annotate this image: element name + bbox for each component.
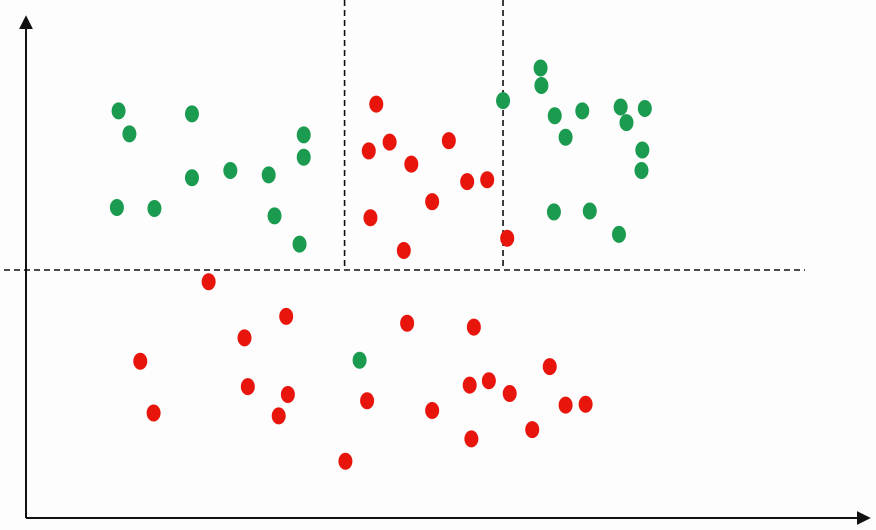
red-point-19 xyxy=(280,385,295,403)
red-point-2 xyxy=(382,133,397,151)
green-point-21 xyxy=(619,114,634,132)
green-point-8 xyxy=(261,166,276,184)
red-point-28 xyxy=(464,430,479,448)
red-point-20 xyxy=(146,404,161,422)
green-point-26 xyxy=(582,202,597,220)
red-point-29 xyxy=(558,396,573,414)
red-point-8 xyxy=(480,171,495,189)
green-point-11 xyxy=(296,148,311,166)
red-point-18 xyxy=(240,378,255,396)
red-point-23 xyxy=(462,376,477,394)
red-point-13 xyxy=(279,307,294,325)
red-point-31 xyxy=(578,395,593,413)
green-point-23 xyxy=(635,141,650,159)
red-point-9 xyxy=(363,209,378,227)
red-point-14 xyxy=(237,329,252,347)
green-point-2 xyxy=(122,125,137,143)
green-point-16 xyxy=(534,77,549,95)
green-point-15 xyxy=(533,59,548,77)
green-point-9 xyxy=(267,207,282,225)
red-point-30 xyxy=(525,421,540,439)
red-point-32 xyxy=(338,452,353,470)
red-point-27 xyxy=(425,402,440,420)
green-point-20 xyxy=(613,98,628,116)
green-point-18 xyxy=(558,128,573,146)
green-point-19 xyxy=(575,102,590,120)
red-point-17 xyxy=(133,352,148,370)
red-point-1 xyxy=(369,95,384,113)
red-point-15 xyxy=(400,314,415,332)
data-points xyxy=(109,59,652,470)
green-point-14 xyxy=(496,92,511,110)
axes xyxy=(19,15,871,525)
green-point-10 xyxy=(296,126,311,144)
green-point-4 xyxy=(147,200,162,218)
red-point-3 xyxy=(361,142,376,160)
green-point-27 xyxy=(611,225,626,243)
red-point-10 xyxy=(396,241,411,259)
green-point-25 xyxy=(546,203,561,221)
red-point-25 xyxy=(542,358,557,376)
green-point-17 xyxy=(547,107,562,125)
red-point-11 xyxy=(500,229,515,247)
red-point-5 xyxy=(441,132,456,150)
split-lines xyxy=(4,0,805,271)
red-point-7 xyxy=(460,173,475,191)
red-point-16 xyxy=(466,318,481,336)
green-point-5 xyxy=(109,199,124,217)
green-point-13 xyxy=(352,351,367,369)
green-point-6 xyxy=(184,169,199,187)
green-point-22 xyxy=(637,99,652,117)
green-point-1 xyxy=(111,102,126,120)
red-point-26 xyxy=(502,384,517,402)
green-point-12 xyxy=(292,235,307,253)
red-point-22 xyxy=(360,392,375,410)
green-point-7 xyxy=(223,161,238,179)
red-point-21 xyxy=(271,407,286,425)
green-point-24 xyxy=(634,161,649,179)
red-point-24 xyxy=(481,372,496,390)
green-point-3 xyxy=(184,105,199,123)
red-point-6 xyxy=(425,193,440,211)
red-point-12 xyxy=(201,273,216,291)
red-point-4 xyxy=(404,155,419,173)
